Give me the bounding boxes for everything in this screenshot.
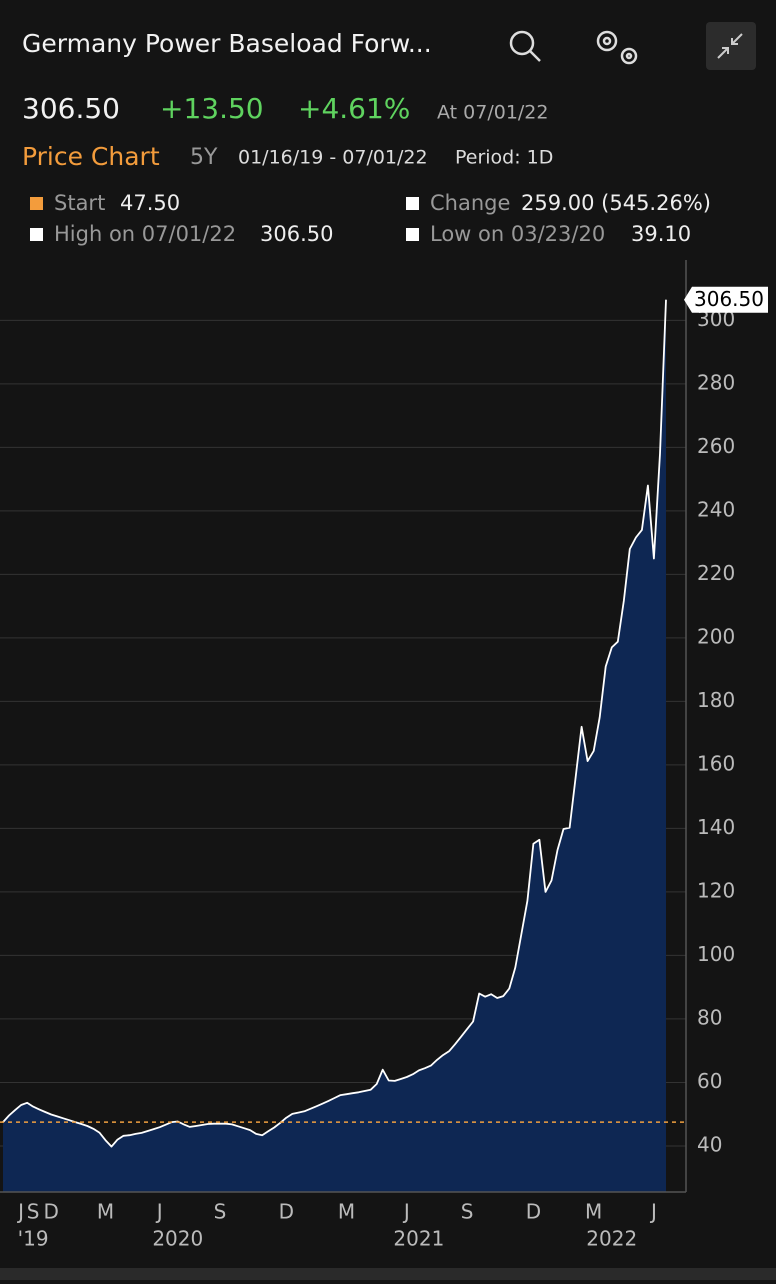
search-icon[interactable] — [509, 30, 541, 62]
stat-label: Change — [430, 191, 510, 215]
legend-marker — [30, 228, 43, 241]
y-tick-label: 120 — [697, 878, 735, 902]
x-tick-label: S — [461, 1200, 474, 1224]
stat-label: High on 07/01/22 — [54, 222, 236, 246]
stat-label: Low on 03/23/20 — [430, 222, 605, 246]
y-tick-label: 180 — [697, 688, 735, 712]
x-tick-label: M — [585, 1200, 602, 1224]
area — [3, 299, 666, 1192]
last-price-label: 306.50 — [694, 287, 764, 311]
change: +13.50 — [160, 92, 264, 125]
price-line — [2, 299, 667, 1148]
x-tick-label: S — [27, 1200, 40, 1224]
x-tick-label: D — [279, 1200, 294, 1224]
collapse-button[interactable] — [706, 22, 756, 70]
plot: 406080100120140160180200220240260280300J… — [0, 260, 768, 1251]
x-year-label: 2022 — [586, 1227, 637, 1251]
period: Period: 1D — [455, 147, 553, 169]
chart-label[interactable]: Price Chart — [22, 142, 160, 171]
y-tick-label: 260 — [697, 434, 735, 458]
change-pct: +4.61% — [298, 92, 410, 125]
stat-value: 47.50 — [120, 191, 180, 215]
as-of: At 07/01/22 — [437, 102, 549, 124]
price: 306.50 — [22, 92, 120, 125]
x-tick-label: M — [338, 1200, 355, 1224]
legend-marker — [406, 197, 419, 210]
date-range: 01/16/19 - 07/01/22 — [238, 147, 428, 169]
bottom-bar — [0, 1268, 776, 1280]
x-tick-label: J — [155, 1200, 163, 1224]
last-price-tag — [684, 286, 768, 313]
title: Germany Power Baseload Forw... — [22, 29, 432, 58]
legend-marker — [406, 228, 419, 241]
y-tick-label: 220 — [697, 561, 735, 585]
x-year-label: 2020 — [152, 1227, 203, 1251]
x-tick-label: S — [214, 1200, 227, 1224]
stat-value: 259.00 (545.26%) — [521, 191, 711, 215]
x-year-label: '19 — [18, 1227, 49, 1251]
stat-label: Start — [54, 191, 105, 215]
y-tick-label: 100 — [697, 942, 735, 966]
y-tick-label: 140 — [697, 815, 735, 839]
legend-marker — [30, 197, 43, 210]
y-tick-label: 280 — [697, 370, 735, 394]
y-tick-label: 200 — [697, 624, 735, 648]
y-tick-label: 40 — [697, 1132, 722, 1156]
x-tick-label: J — [649, 1200, 657, 1224]
stat-value: 39.10 — [631, 222, 691, 246]
range[interactable]: 5Y — [190, 145, 218, 170]
x-year-label: 2021 — [393, 1227, 444, 1251]
stat-value: 306.50 — [260, 222, 333, 246]
x-tick-label: D — [526, 1200, 541, 1224]
x-tick-label: M — [97, 1200, 114, 1224]
x-tick-label: J — [16, 1200, 24, 1224]
y-tick-label: 240 — [697, 497, 735, 521]
settings-icon[interactable] — [596, 30, 638, 65]
y-tick-label: 80 — [697, 1005, 722, 1029]
y-tick-label: 160 — [697, 751, 735, 775]
x-tick-label: J — [402, 1200, 410, 1224]
y-tick-label: 60 — [697, 1069, 722, 1093]
x-tick-label: D — [44, 1200, 59, 1224]
